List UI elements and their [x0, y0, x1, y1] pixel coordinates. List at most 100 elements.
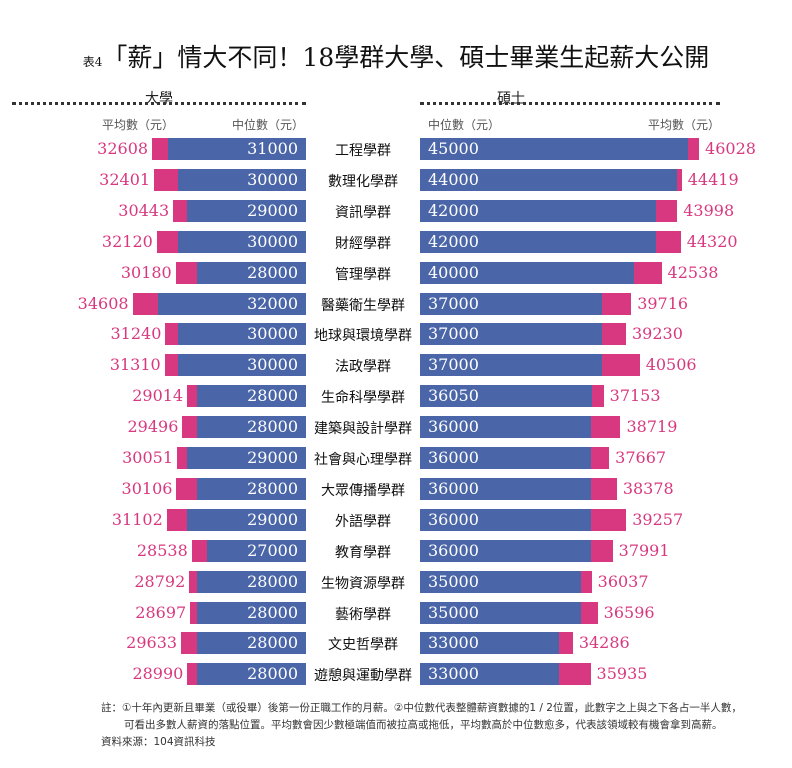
bachelor-median-bar — [206, 539, 306, 562]
bachelor-median-label: 32000 — [247, 293, 298, 313]
category-label: 生命科學學群 — [321, 390, 405, 407]
category-label: 資訊學群 — [335, 204, 391, 221]
master-median-label: 45000 — [428, 139, 479, 158]
master-median-bar — [420, 663, 559, 686]
master-median-bar — [420, 261, 635, 284]
master-median-bar — [420, 138, 688, 160]
master-median-bar — [420, 477, 592, 500]
master-median-bar — [420, 323, 602, 346]
bachelor-divider — [12, 102, 306, 105]
master-median-label: 36000 — [428, 509, 479, 529]
bachelor-average-label: 28697 — [135, 602, 187, 622]
bachelor-median-label: 30000 — [247, 324, 298, 344]
bachelor-average-label: 32401 — [99, 169, 151, 189]
bachelor-header: 大學 — [145, 91, 173, 107]
bachelor-average-label: 28792 — [134, 571, 186, 591]
master-average-label: 44320 — [686, 231, 738, 251]
master-average-label: 42538 — [667, 262, 719, 282]
master-median-label: 33000 — [428, 633, 479, 653]
table-number: 表4 — [82, 55, 103, 69]
bachelor-median-bar — [187, 447, 306, 469]
master-header: 碩士 — [497, 91, 525, 107]
bachelor-median-label: 28000 — [247, 262, 298, 282]
category-label: 生物資源學群 — [321, 575, 405, 592]
category-label: 工程學群 — [335, 143, 391, 159]
category-label: 外語學群 — [335, 513, 391, 530]
master-median-bar — [420, 508, 592, 531]
master-average-label: 37153 — [609, 386, 661, 406]
category-label: 管理學群 — [335, 266, 391, 283]
master-median-bar — [420, 230, 656, 253]
bachelor-median-label: 29000 — [247, 448, 298, 467]
master-median-bar — [420, 539, 592, 562]
bachelor-median-bar — [177, 354, 306, 377]
category-label: 大眾傳播學群 — [321, 482, 405, 499]
master-median-label: 33000 — [428, 664, 479, 684]
category-label: 財經學群 — [335, 235, 391, 252]
category-label: 建築與設計學群 — [314, 421, 412, 438]
master-median-bar — [420, 168, 678, 191]
master-median-label: 中位數（元） — [428, 118, 501, 132]
master-average-label: 39257 — [632, 509, 684, 529]
bachelor-average-label: 31102 — [111, 509, 163, 529]
master-average-label: 46028 — [705, 139, 756, 158]
master-median-label: 36050 — [428, 386, 479, 406]
bachelor-average-label: 32120 — [101, 231, 153, 251]
bachelor-median-label: 30000 — [247, 355, 298, 375]
master-median-label: 40000 — [428, 262, 479, 282]
master-median-label: 36000 — [428, 417, 479, 437]
master-median-bar — [420, 632, 559, 655]
master-average-label: 38719 — [626, 417, 678, 437]
bachelor-median-bar — [167, 138, 306, 160]
title-text: 「薪」情大不同！18學群大學、碩士畢業生起薪大公開 — [102, 43, 710, 72]
master-average-label: 37667 — [615, 448, 667, 467]
note-line-2: 可看出多數人薪資的落點位置。平均數會因少數極端值而被拉高或拖低，平均數高於中位數… — [124, 719, 723, 731]
master-median-label: 37000 — [428, 355, 479, 375]
master-median-label: 44000 — [428, 169, 479, 189]
master-avg-label: 平均數（元） — [648, 118, 721, 132]
master-median-label: 36000 — [428, 540, 479, 560]
master-average-label: 44419 — [687, 169, 739, 189]
master-median-label: 37000 — [428, 293, 479, 313]
bachelor-median-bar — [197, 385, 306, 408]
category-label: 法政學群 — [335, 359, 391, 376]
master-median-bar — [420, 570, 581, 593]
bachelor-median-label: 29000 — [247, 200, 298, 220]
bachelor-average-label: 29633 — [126, 633, 178, 653]
bachelor-median-bar — [177, 323, 306, 346]
bachelor-median-label: 28000 — [247, 417, 298, 437]
bachelor-median-bar — [187, 508, 306, 531]
master-median-label: 36000 — [428, 478, 479, 498]
bachelor-median-bar — [197, 416, 306, 439]
bachelor-average-label: 34608 — [77, 293, 129, 313]
bachelor-median-bar — [197, 261, 306, 284]
category-label: 數理化學群 — [328, 173, 398, 190]
master-median-bar — [420, 601, 581, 624]
bachelor-average-label: 31240 — [110, 324, 162, 344]
bachelor-average-label: 30106 — [121, 478, 173, 498]
category-label: 藝術學群 — [335, 606, 391, 623]
bachelor-median-bar — [177, 230, 306, 253]
bachelor-median-label: 27000 — [247, 540, 298, 560]
chart-title: 表4「薪」情大不同！18學群大學、碩士畢業生起薪大公開 — [0, 38, 792, 74]
bachelor-median-label: 30000 — [247, 231, 298, 251]
master-median-label: 36000 — [428, 448, 479, 467]
bachelor-average-label: 31310 — [109, 355, 161, 375]
bachelor-median-label: 29000 — [247, 509, 298, 529]
category-label: 醫藥衛生學群 — [321, 297, 405, 314]
category-label: 遊憩與運動學群 — [314, 668, 412, 685]
category-label: 社會與心理學群 — [314, 452, 412, 468]
master-median-label: 35000 — [428, 571, 479, 591]
bachelor-median-bar — [187, 199, 306, 222]
bachelor-average-label: 28990 — [132, 664, 184, 684]
master-average-label: 39230 — [631, 324, 683, 344]
bachelor-median-label: 28000 — [247, 633, 298, 653]
category-label: 地球與環境學群 — [314, 328, 412, 345]
master-average-label: 37991 — [618, 540, 670, 560]
bachelor-median-bar — [197, 570, 306, 593]
master-average-label: 34286 — [578, 633, 630, 653]
bachelor-average-label: 29014 — [132, 386, 184, 406]
bachelor-median-bar — [197, 663, 306, 686]
master-median-bar — [420, 416, 592, 439]
